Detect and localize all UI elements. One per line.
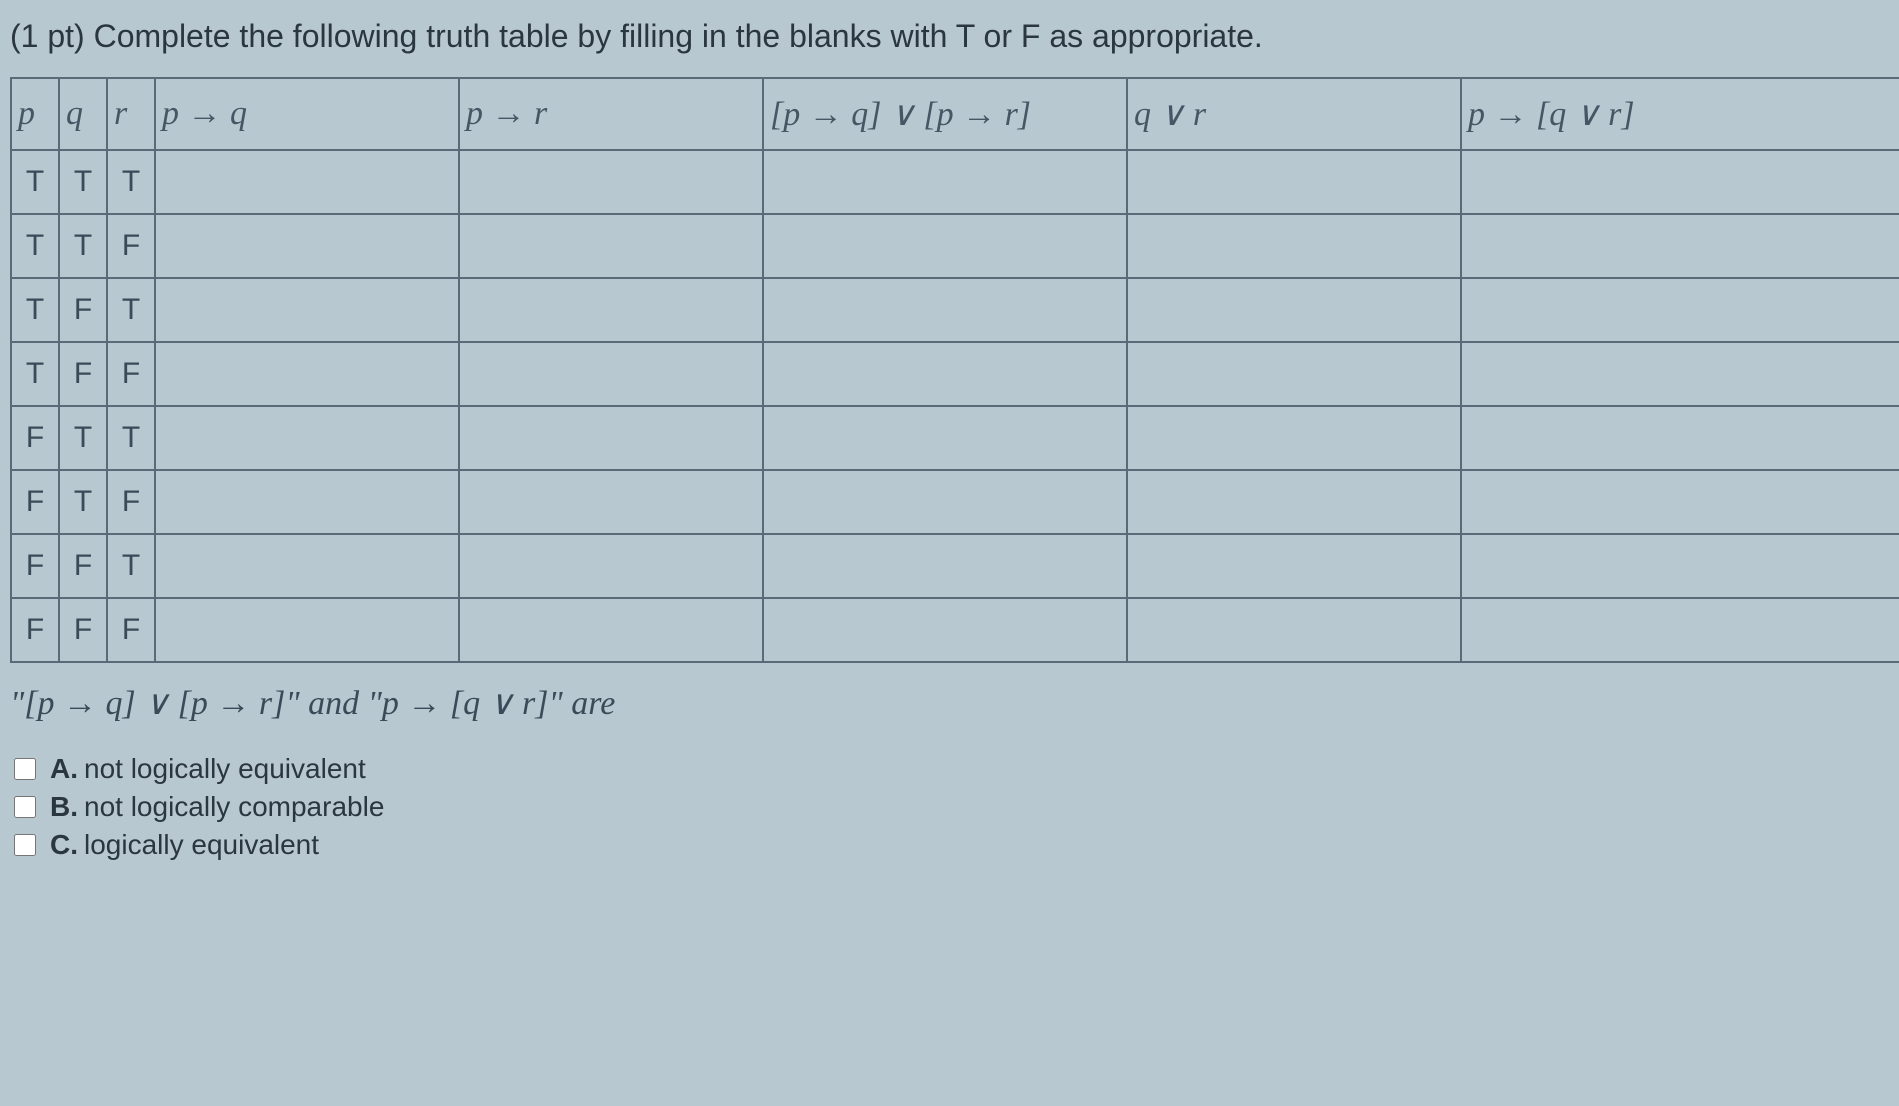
cell-r: T bbox=[107, 278, 155, 342]
cell-blank[interactable] bbox=[1461, 150, 1899, 214]
table-row: F F F bbox=[11, 598, 1899, 662]
cell-r: T bbox=[107, 534, 155, 598]
option-b[interactable]: B. not logically comparable bbox=[10, 791, 1889, 823]
table-row: T T T bbox=[11, 150, 1899, 214]
cell-q: F bbox=[59, 278, 107, 342]
cell-p: F bbox=[11, 598, 59, 662]
cell-q: F bbox=[59, 598, 107, 662]
table-row: F F T bbox=[11, 534, 1899, 598]
cell-blank[interactable] bbox=[155, 214, 459, 278]
cell-q: T bbox=[59, 150, 107, 214]
cell-blank[interactable] bbox=[1127, 214, 1461, 278]
cell-blank[interactable] bbox=[1127, 598, 1461, 662]
option-b-text: not logically comparable bbox=[84, 791, 384, 823]
cell-blank[interactable] bbox=[459, 470, 763, 534]
cell-blank[interactable] bbox=[1127, 406, 1461, 470]
cell-blank[interactable] bbox=[155, 342, 459, 406]
cell-blank[interactable] bbox=[763, 470, 1127, 534]
cell-p: T bbox=[11, 214, 59, 278]
cell-blank[interactable] bbox=[1127, 470, 1461, 534]
cell-r: F bbox=[107, 342, 155, 406]
cell-blank[interactable] bbox=[763, 598, 1127, 662]
cell-r: F bbox=[107, 598, 155, 662]
option-c-text: logically equivalent bbox=[84, 829, 319, 861]
cell-q: T bbox=[59, 214, 107, 278]
cell-p: F bbox=[11, 470, 59, 534]
header-p-implies-q: p → q bbox=[155, 78, 459, 150]
cell-p: T bbox=[11, 150, 59, 214]
cell-blank[interactable] bbox=[1127, 342, 1461, 406]
header-p-implies-r: p → r bbox=[459, 78, 763, 150]
cell-blank[interactable] bbox=[763, 214, 1127, 278]
cell-blank[interactable] bbox=[459, 278, 763, 342]
option-a-text: not logically equivalent bbox=[84, 753, 366, 785]
cell-blank[interactable] bbox=[763, 342, 1127, 406]
cell-blank[interactable] bbox=[459, 406, 763, 470]
checkbox-a[interactable] bbox=[14, 758, 36, 780]
cell-blank[interactable] bbox=[1461, 342, 1899, 406]
cell-blank[interactable] bbox=[459, 150, 763, 214]
cell-p: T bbox=[11, 342, 59, 406]
option-a[interactable]: A. not logically equivalent bbox=[10, 753, 1889, 785]
cell-blank[interactable] bbox=[1461, 278, 1899, 342]
cell-blank[interactable] bbox=[459, 214, 763, 278]
cell-blank[interactable] bbox=[763, 534, 1127, 598]
header-disjunction: [p → q] ∨ [p → r] bbox=[763, 78, 1127, 150]
cell-p: F bbox=[11, 406, 59, 470]
cell-r: T bbox=[107, 150, 155, 214]
cell-blank[interactable] bbox=[155, 278, 459, 342]
cell-blank[interactable] bbox=[1461, 406, 1899, 470]
cell-blank[interactable] bbox=[459, 534, 763, 598]
cell-p: T bbox=[11, 278, 59, 342]
cell-blank[interactable] bbox=[459, 598, 763, 662]
table-row: T F F bbox=[11, 342, 1899, 406]
table-row: T T F bbox=[11, 214, 1899, 278]
comparison-statement: "[p → q] ∨ [p → r]" and "p → [q ∨ r]" ar… bbox=[10, 683, 1889, 723]
cell-q: T bbox=[59, 470, 107, 534]
cell-blank[interactable] bbox=[1127, 534, 1461, 598]
cell-blank[interactable] bbox=[155, 534, 459, 598]
header-q: q bbox=[59, 78, 107, 150]
option-c-letter: C. bbox=[50, 829, 78, 861]
cell-blank[interactable] bbox=[1461, 214, 1899, 278]
truth-table: p q r p → q p → r [p → q] ∨ [p → r] q ∨ … bbox=[10, 77, 1899, 663]
header-q-or-r: q ∨ r bbox=[1127, 78, 1461, 150]
cell-r: T bbox=[107, 406, 155, 470]
cell-blank[interactable] bbox=[1461, 534, 1899, 598]
cell-q: F bbox=[59, 534, 107, 598]
table-row: T F T bbox=[11, 278, 1899, 342]
header-r: r bbox=[107, 78, 155, 150]
cell-blank[interactable] bbox=[1461, 598, 1899, 662]
cell-blank[interactable] bbox=[155, 150, 459, 214]
cell-blank[interactable] bbox=[155, 470, 459, 534]
cell-blank[interactable] bbox=[459, 342, 763, 406]
cell-blank[interactable] bbox=[763, 150, 1127, 214]
option-b-letter: B. bbox=[50, 791, 78, 823]
table-row: F T F bbox=[11, 470, 1899, 534]
cell-r: F bbox=[107, 214, 155, 278]
cell-blank[interactable] bbox=[1461, 470, 1899, 534]
cell-q: F bbox=[59, 342, 107, 406]
checkbox-c[interactable] bbox=[14, 834, 36, 856]
header-row: p q r p → q p → r [p → q] ∨ [p → r] q ∨ … bbox=[11, 78, 1899, 150]
cell-blank[interactable] bbox=[763, 278, 1127, 342]
cell-blank[interactable] bbox=[1127, 150, 1461, 214]
cell-blank[interactable] bbox=[1127, 278, 1461, 342]
header-conditional: p → [q ∨ r] bbox=[1461, 78, 1899, 150]
cell-r: F bbox=[107, 470, 155, 534]
checkbox-b[interactable] bbox=[14, 796, 36, 818]
option-c[interactable]: C. logically equivalent bbox=[10, 829, 1889, 861]
question-prompt: (1 pt) Complete the following truth tabl… bbox=[10, 18, 1889, 55]
cell-blank[interactable] bbox=[155, 598, 459, 662]
table-row: F T T bbox=[11, 406, 1899, 470]
cell-q: T bbox=[59, 406, 107, 470]
option-a-letter: A. bbox=[50, 753, 78, 785]
header-p: p bbox=[11, 78, 59, 150]
cell-blank[interactable] bbox=[155, 406, 459, 470]
cell-p: F bbox=[11, 534, 59, 598]
answer-options: A. not logically equivalent B. not logic… bbox=[10, 753, 1889, 861]
cell-blank[interactable] bbox=[763, 406, 1127, 470]
